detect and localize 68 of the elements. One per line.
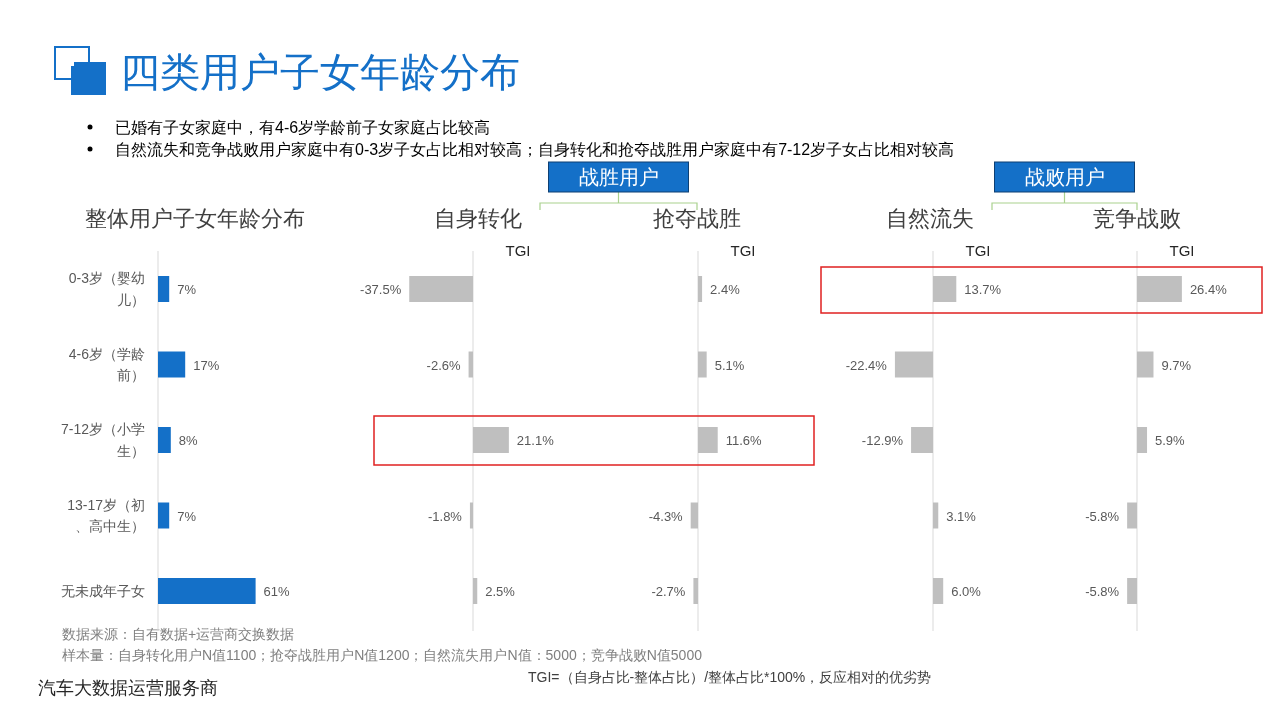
chart-title: 抢夺战胜: [653, 206, 741, 231]
x-axis-title: TGI: [965, 242, 991, 259]
data-label: 11.6%: [725, 433, 763, 448]
data-label: -5.8%: [1085, 584, 1120, 599]
bar: [158, 427, 171, 453]
bar: [1137, 427, 1148, 453]
text: 已婚有子女家庭中，有4-6岁学龄前子女家庭占比较高: [115, 119, 491, 136]
y-tick-label: 7-12岁（小学生）: [60, 421, 145, 459]
data-label: 9.7%: [1161, 357, 1192, 373]
data-label: 21.1%: [516, 433, 555, 448]
text: 战胜用户: [578, 166, 659, 188]
data-label: 3.1%: [946, 508, 977, 524]
data-label: 7%: [177, 508, 197, 524]
data-label: 2.4%: [710, 282, 741, 297]
bar: [1127, 578, 1137, 604]
data-label: -1.8%: [427, 508, 463, 524]
x-axis-title: TGI: [1169, 242, 1195, 259]
data-label: 8%: [178, 433, 199, 448]
data-label: 5.9%: [1155, 433, 1186, 448]
chart-title: 竞争战败: [1093, 206, 1181, 231]
chart-title: 自然流失: [886, 206, 974, 231]
data-label: -12.9%: [861, 433, 904, 448]
text: TGI=（自身占比-整体占比）/整体占比*100%，反应相对的优劣势: [528, 669, 932, 685]
annotation: 数据来源：自有数据+运营商交换数据: [62, 626, 295, 642]
text: 战败用户: [1024, 166, 1105, 188]
data-label: 61%: [263, 584, 291, 599]
bar: [158, 351, 186, 378]
bar: [158, 578, 256, 604]
text: 自然流失和竞争战败用户家庭中有0-3岁子女占比相对较高；自身转化和抢夺战胜用户家庭中有7-12岁子女占比相对较高: [115, 141, 955, 158]
bar: [158, 502, 170, 529]
data-label: 6.0%: [951, 584, 982, 599]
data-label: -4.3%: [648, 508, 684, 524]
y-tick-label: 无未成年子女: [61, 582, 145, 599]
bar: [690, 502, 698, 529]
bar: [698, 427, 718, 453]
data-label: -22.4%: [845, 357, 888, 373]
data-label: -37.5%: [360, 282, 402, 297]
x-axis-title: TGI: [505, 242, 531, 259]
data-label: 17%: [193, 357, 220, 373]
text: 四类用户子女年龄分布: [120, 50, 520, 94]
chart-title: 整体用户子女年龄分布: [85, 206, 305, 231]
bar: [698, 351, 707, 378]
data-label: -5.8%: [1085, 508, 1120, 524]
bar: [1137, 276, 1182, 302]
bar: [1127, 502, 1137, 529]
data-label: 13.7%: [964, 282, 1002, 297]
data-label: 2.5%: [485, 584, 516, 599]
text: 样本量：自身转化用户N值1100；抢夺战胜用户N值1200；自然流失用户N值：5000；竞争战败N值5000: [62, 647, 703, 663]
bar: [911, 427, 933, 453]
bar: [1137, 351, 1154, 378]
bar: [698, 276, 703, 302]
data-label: -2.7%: [651, 584, 686, 599]
bar: [933, 276, 957, 302]
chart-title: 自身转化: [434, 206, 522, 231]
y-tick-label: 4-6岁（学龄前）: [68, 345, 145, 384]
x-axis-title: TGI: [730, 242, 756, 259]
bar: [933, 502, 939, 529]
bar: [693, 578, 698, 604]
bar: [158, 276, 170, 302]
data-label: 26.4%: [1189, 282, 1228, 297]
data-label: -2.6%: [426, 357, 462, 373]
y-tick-label: 0-3岁（婴幼儿）: [68, 270, 145, 308]
y-tick-label: 13-17岁（初、高中生）: [67, 496, 145, 535]
bar: [894, 351, 933, 378]
data-label: 5.1%: [714, 357, 745, 373]
text: 汽车大数据运营服务商: [38, 678, 218, 698]
data-label: 7%: [177, 282, 197, 297]
bar: [933, 578, 944, 604]
